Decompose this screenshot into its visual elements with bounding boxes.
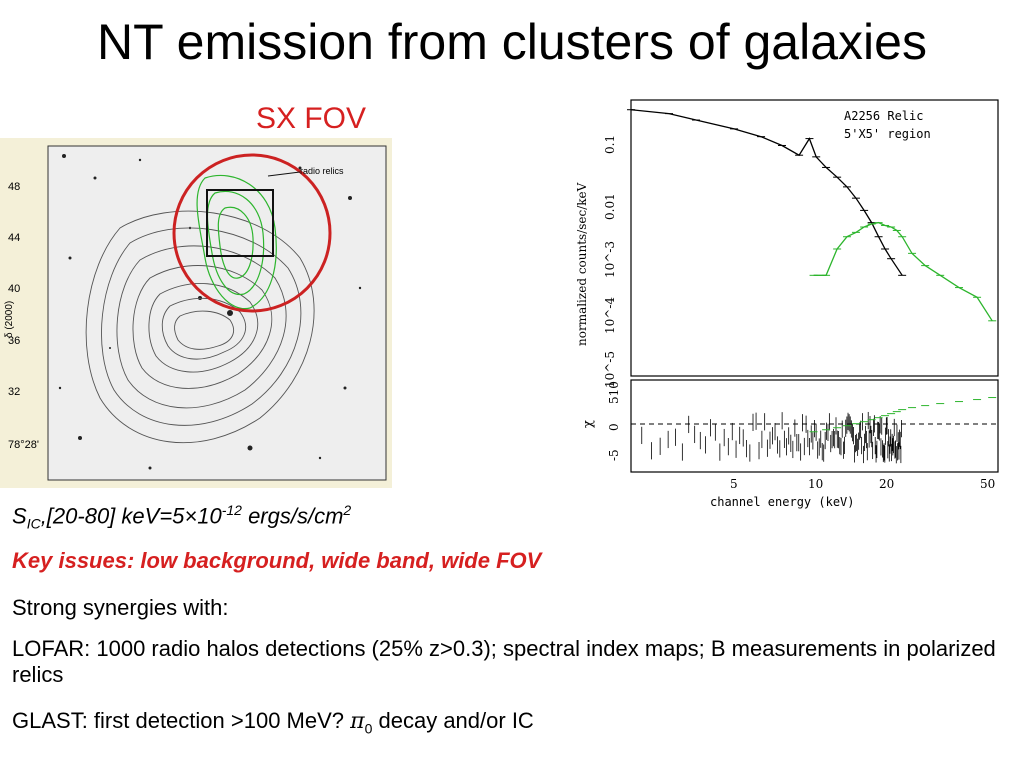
key-issues-line: Key issues: low background, wide band, w…: [12, 548, 542, 573]
xtick-label: 20: [879, 477, 894, 491]
spectrum-chart: A2256 Relic 5'X5' region normalized coun…: [568, 96, 1012, 516]
sic-flux-line: SIC,[20-80] keV=5×10-12 ergs/s/cm2: [12, 502, 352, 532]
relic-region-box: [206, 189, 274, 257]
dec-tick-label: 44: [8, 232, 20, 244]
dec-axis-ticks: 48 44 40 36 32 78°28': [8, 181, 39, 451]
lofar-line: LOFAR: 1000 radio halos detections (25% …: [12, 636, 996, 687]
bottom-ytick: -5: [607, 449, 621, 461]
x-axis-label: channel energy (keV): [710, 495, 855, 509]
legend-line-1: A2256 Relic: [844, 109, 923, 123]
top-ytick: 0.01: [603, 193, 617, 220]
glast-line: GLAST: first detection >100 MeV? π0 deca…: [12, 708, 534, 737]
dec-tick-label: 32: [8, 386, 20, 398]
star-field: [58, 154, 362, 470]
synergies-heading: Strong synergies with:: [12, 595, 229, 620]
dec-tick-label: 36: [8, 335, 20, 347]
xtick-label: 50: [980, 477, 995, 491]
top-ytick: 10^-3: [603, 241, 617, 278]
xtick-label: 10: [808, 477, 823, 491]
radio-contours: [196, 174, 277, 310]
top-panel-frame: [630, 99, 999, 377]
bottom-ytick: 0: [607, 423, 621, 431]
legend-line-2: 5'X5' region: [844, 127, 931, 141]
hard-spectrum-line: [813, 221, 993, 322]
dec-tick-label: 48: [8, 181, 20, 193]
cluster-map-image: 48 44 40 36 32 78°28' δ (2000): [0, 138, 392, 488]
radio-relics-annotation: radio relics: [300, 166, 344, 176]
fov-circle: [172, 153, 332, 313]
dec-axis-label: δ (2000): [4, 301, 15, 338]
top-ylabel: normalized counts/sec/keV: [575, 182, 589, 346]
slide-title: NT emission from clusters of galaxies: [97, 14, 927, 70]
spectrum-svg: A2256 Relic 5'X5' region normalized coun…: [575, 99, 999, 509]
top-ytick: 10^-5: [603, 351, 617, 388]
top-ytick: 0.1: [603, 135, 617, 154]
xtick-label: 5: [730, 477, 738, 491]
sx-fov-label: SX FOV: [256, 102, 367, 135]
dec-tick-label: 40: [8, 283, 20, 295]
bottom-ylabel: χ: [581, 420, 596, 428]
top-ytick: 10^-4: [603, 297, 617, 334]
bottom-ytick: 510: [607, 381, 621, 404]
annotation-arrow: [267, 171, 301, 177]
dec-tick-label: 78°28': [8, 439, 39, 451]
